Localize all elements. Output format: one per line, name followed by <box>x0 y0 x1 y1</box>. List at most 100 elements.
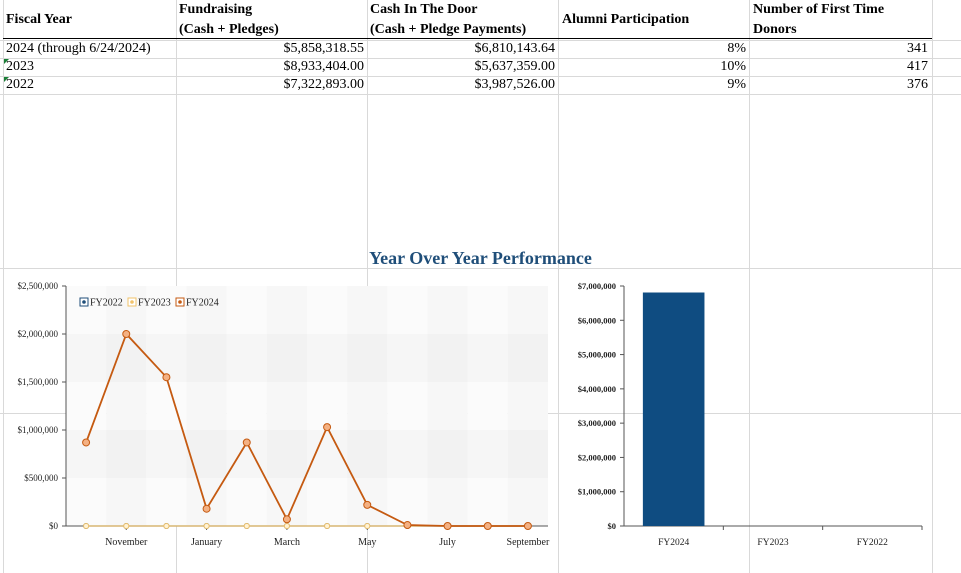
header-fundraising[interactable]: Fundraising <box>179 2 253 17</box>
grid-row-line <box>0 40 961 41</box>
cell-alumni[interactable]: 8% <box>727 41 746 56</box>
bar-fy2024 <box>642 292 705 526</box>
data-point-fy2024 <box>523 522 532 530</box>
grid-row-line <box>0 58 961 59</box>
plot-band <box>146 286 187 526</box>
header-underline <box>3 38 932 39</box>
data-point-fy2024 <box>162 373 171 382</box>
y-tick-label: $500,000 <box>24 473 58 483</box>
plot-band <box>307 286 348 526</box>
plot-band <box>226 286 267 526</box>
plot-band <box>387 286 428 526</box>
bar-chart[interactable]: $0 $1,000,000 $2,000,000 $3,000,000 $4,000,0… <box>560 272 961 573</box>
plot-band <box>106 286 147 526</box>
plot-band <box>347 286 388 526</box>
cell-donors[interactable]: 417 <box>907 59 928 74</box>
data-point-fy2024 <box>202 504 211 513</box>
cell-donors[interactable]: 341 <box>907 41 928 56</box>
dashboard-title: Year Over Year Performance <box>369 248 592 268</box>
y-tick-label: $2,500,000 <box>18 281 59 291</box>
data-point-fy2024 <box>403 521 412 530</box>
data-point-fy2024 <box>443 522 452 530</box>
y-tick-label: $2,000,000 <box>578 452 616 462</box>
header-first-time-donors-sub: Donors <box>753 22 797 37</box>
plot-band <box>66 430 548 478</box>
grid-row-line <box>0 268 961 269</box>
y-tick-label: $1,000,000 <box>578 487 616 497</box>
grid-col-line <box>932 0 933 573</box>
cell-alumni[interactable]: 10% <box>720 59 746 74</box>
data-point-fy2023 <box>283 523 290 529</box>
x-tick-label: January <box>191 537 222 548</box>
data-point-fy2024 <box>82 438 91 447</box>
cell-fundraising[interactable]: $7,322,893.00 <box>283 77 365 92</box>
data-point-fy2024 <box>483 522 492 530</box>
x-tick-label: November <box>105 537 148 548</box>
header-fundraising-sub: (Cash + Pledges) <box>179 22 279 37</box>
header-alumni-participation[interactable]: Alumni Participation <box>562 12 690 27</box>
x-tick-label: March <box>274 537 300 548</box>
cell-fundraising[interactable]: $5,858,318.55 <box>283 41 365 56</box>
data-point-fy2023 <box>163 523 170 529</box>
data-point-fy2023 <box>243 523 250 529</box>
cell-warning-marker <box>4 77 9 82</box>
cell-year[interactable]: 2023 <box>6 59 34 74</box>
legend-label-fy2023: FY2023 <box>138 298 171 309</box>
grid-row-line <box>0 94 961 95</box>
x-tick-label: FY2024 <box>658 538 689 548</box>
y-tick-label: $6,000,000 <box>578 315 616 325</box>
data-point-fy2023 <box>364 523 371 529</box>
x-tick-label: July <box>439 537 456 548</box>
x-tick-label: May <box>358 537 376 548</box>
plot-band <box>427 286 468 526</box>
cell-alumni[interactable]: 9% <box>727 77 746 92</box>
plot-band <box>266 286 307 526</box>
y-tick-label: $5,000,000 <box>578 350 616 360</box>
data-point-fy2024 <box>282 515 291 524</box>
header-fiscal-year[interactable]: Fiscal Year <box>6 12 72 27</box>
grid-col-line <box>558 0 559 573</box>
cell-cash[interactable]: $3,987,526.00 <box>474 77 556 92</box>
cell-year[interactable]: 2022 <box>6 77 34 92</box>
grid-col-line <box>3 0 4 573</box>
cell-cash[interactable]: $5,637,359.00 <box>474 59 556 74</box>
grid-col-line <box>749 0 750 573</box>
legend-label-fy2024: FY2024 <box>186 298 219 309</box>
y-tick-label: $1,000,000 <box>18 425 59 435</box>
y-tick-label: $1,500,000 <box>18 377 59 387</box>
legend-marker-fy2023 <box>130 300 134 304</box>
header-first-time-donors[interactable]: Number of First Time <box>753 2 885 17</box>
data-point-fy2023 <box>83 523 90 529</box>
legend-marker-fy2022 <box>82 300 86 304</box>
data-point-fy2023 <box>324 523 331 529</box>
header-cash-in-door-sub: (Cash + Pledge Payments) <box>370 22 527 37</box>
cell-warning-marker <box>4 59 9 64</box>
cell-cash[interactable]: $6,810,143.64 <box>474 41 556 56</box>
y-tick-label: $7,000,000 <box>578 281 616 291</box>
y-tick-label: $0 <box>608 521 617 531</box>
header-cash-in-door[interactable]: Cash In The Door <box>370 2 478 17</box>
data-point-fy2024 <box>122 330 131 338</box>
data-point-fy2024 <box>242 438 251 447</box>
plot-band <box>467 286 508 526</box>
legend-label-fy2022: FY2022 <box>90 298 123 309</box>
legend-marker-fy2024 <box>178 300 182 304</box>
x-tick-label: FY2022 <box>857 538 888 548</box>
x-tick-label: September <box>507 537 550 548</box>
cell-fundraising[interactable]: $8,933,404.00 <box>283 59 365 74</box>
data-point-fy2023 <box>123 523 130 529</box>
plot-band <box>186 286 227 526</box>
y-tick-label: $2,000,000 <box>18 329 59 339</box>
y-tick-label: $0 <box>49 521 59 531</box>
y-tick-label: $4,000,000 <box>578 384 616 394</box>
data-point-fy2023 <box>203 523 210 529</box>
line-chart[interactable]: $0 $500,000 $1,000,000 $1,500,000 $2,000,000… <box>0 272 560 573</box>
plot-band <box>66 334 548 382</box>
data-point-fy2024 <box>363 500 372 509</box>
y-tick-label: $3,000,000 <box>578 418 616 428</box>
data-point-fy2024 <box>323 423 332 432</box>
x-tick-label: FY2023 <box>757 538 788 548</box>
cell-year[interactable]: 2024 (through 6/24/2024) <box>6 41 151 56</box>
plot-band <box>507 286 548 526</box>
cell-donors[interactable]: 376 <box>907 77 928 92</box>
